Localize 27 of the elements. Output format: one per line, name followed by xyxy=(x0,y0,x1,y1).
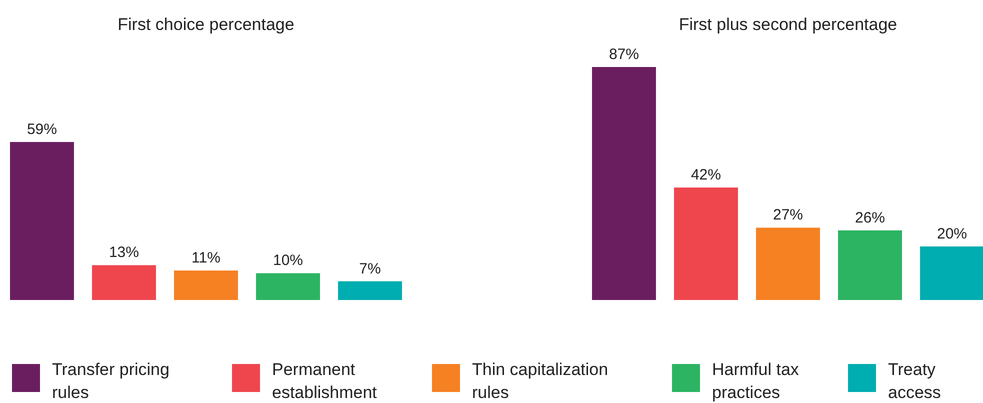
bar xyxy=(256,273,320,300)
data-label: 27% xyxy=(772,206,804,224)
bar xyxy=(920,246,983,300)
legend-label: Permanent establishment xyxy=(272,359,378,403)
data-label: 87% xyxy=(608,46,639,63)
chart-title: First plus second percentage xyxy=(678,15,898,34)
bar xyxy=(756,228,820,300)
bar xyxy=(592,67,656,300)
data-label: 59% xyxy=(26,120,57,138)
data-label: 26% xyxy=(854,209,886,226)
bar xyxy=(838,230,902,300)
bar xyxy=(10,142,74,300)
data-label: 13% xyxy=(108,244,140,262)
bar xyxy=(92,265,156,300)
legend-label: Treaty access xyxy=(888,359,942,403)
data-label: 20% xyxy=(937,225,968,242)
data-label: 42% xyxy=(690,166,722,184)
legend-label: Transfer pricing rules xyxy=(52,359,170,403)
legend-label: Thin capitalization rules xyxy=(472,359,610,403)
bar xyxy=(338,281,402,300)
bar xyxy=(674,188,738,300)
data-label: 11% xyxy=(192,250,220,267)
data-label: 7% xyxy=(359,260,381,278)
bar xyxy=(174,270,238,300)
data-label: 10% xyxy=(272,252,304,270)
legend-label: Harmful tax practices xyxy=(712,359,800,403)
chart-title: First choice percentage xyxy=(118,15,294,34)
